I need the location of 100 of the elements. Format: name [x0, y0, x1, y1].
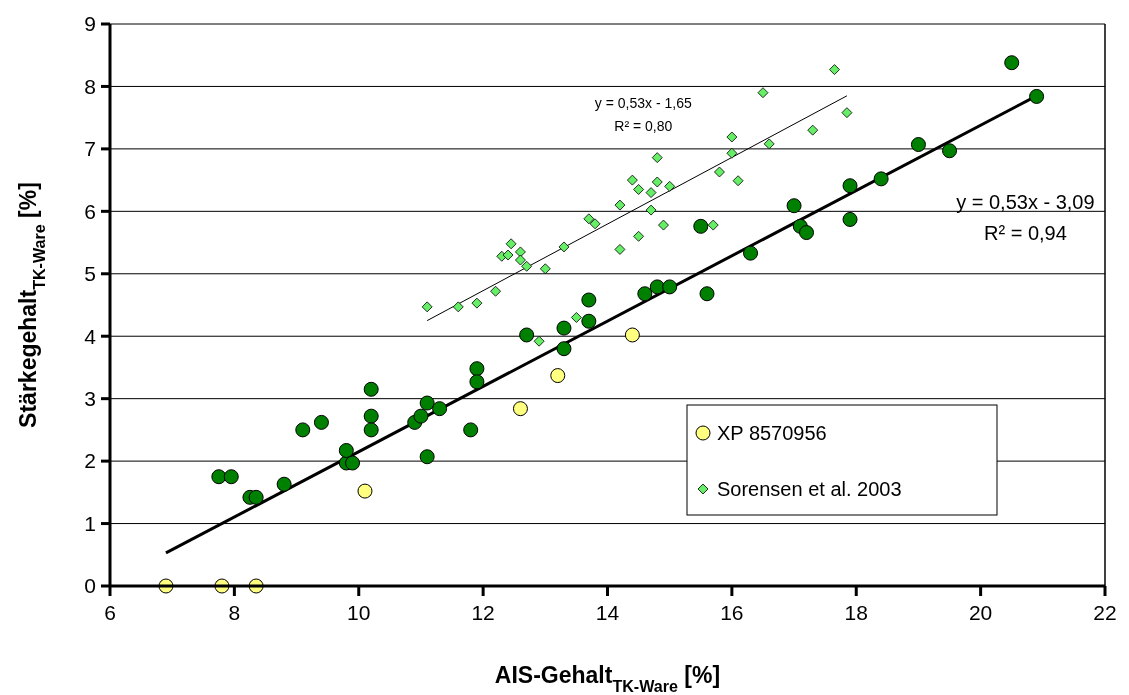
x-tick-label: 18 [844, 601, 868, 624]
y-tick-label: 2 [84, 449, 96, 473]
point [452, 301, 464, 313]
point [413, 408, 429, 424]
point [707, 219, 719, 231]
point [942, 143, 958, 159]
point [276, 476, 292, 492]
x-tick-label: 22 [1093, 601, 1117, 624]
point [1029, 88, 1045, 104]
point [515, 246, 526, 258]
point [469, 361, 485, 377]
point [519, 327, 535, 343]
point [633, 230, 644, 242]
annotation: y = 0,53x - 1,65 [594, 95, 692, 112]
x-tick-label: 12 [471, 601, 495, 624]
point [463, 422, 479, 438]
point [295, 422, 311, 438]
point [651, 152, 663, 164]
y-tick-label: 0 [84, 574, 96, 598]
y-tick-label: 1 [84, 511, 96, 535]
point [645, 187, 657, 198]
point [223, 469, 239, 485]
x-tick-label: 16 [720, 601, 744, 624]
point [614, 244, 626, 255]
point [583, 213, 595, 225]
point [556, 341, 572, 357]
point [313, 414, 329, 430]
point [248, 489, 264, 505]
point [662, 279, 678, 295]
point [421, 301, 433, 313]
x-tick-label: 14 [595, 601, 620, 624]
point [726, 131, 738, 143]
point [432, 401, 448, 417]
point [614, 199, 626, 211]
annotation: R² = 0,94 [983, 222, 1067, 245]
point [363, 381, 379, 397]
point [363, 408, 379, 424]
y-tick-label: 6 [84, 199, 96, 223]
legend-label: XP 8570956 [717, 422, 827, 444]
point [571, 312, 582, 323]
point [515, 254, 526, 266]
x-tick-label: 8 [228, 601, 241, 624]
annotation: R² = 0,80 [614, 117, 673, 134]
point [651, 176, 663, 188]
legend-label: Sorensen et al. 2003 [717, 478, 902, 500]
y-tick-label: 3 [84, 387, 96, 411]
point [732, 175, 744, 187]
y-tick-label: 9 [84, 12, 96, 36]
point [842, 211, 858, 227]
point [829, 64, 840, 75]
point [664, 180, 676, 192]
y-tick-label: 4 [84, 324, 97, 348]
point [763, 138, 775, 150]
point [645, 204, 657, 216]
point [842, 178, 858, 194]
point [699, 286, 715, 302]
point [581, 292, 597, 308]
point [841, 107, 853, 119]
point [512, 401, 528, 417]
point [471, 297, 483, 309]
point [757, 87, 769, 99]
point [490, 285, 501, 297]
y-tick-label: 5 [84, 262, 96, 286]
point [637, 286, 653, 302]
x-tick-label: 6 [104, 601, 116, 624]
point [626, 174, 638, 186]
point [589, 218, 601, 230]
point [799, 225, 814, 241]
point [873, 171, 889, 187]
y-tick-label: 8 [84, 74, 96, 98]
point [633, 184, 644, 195]
point [714, 166, 725, 178]
point [910, 137, 926, 153]
point [807, 124, 819, 136]
point [550, 368, 566, 384]
point [556, 320, 572, 336]
point [539, 263, 551, 275]
point [726, 147, 738, 159]
point [558, 241, 570, 253]
point [419, 449, 435, 465]
point [786, 198, 802, 214]
point [624, 327, 640, 343]
point [211, 469, 227, 485]
point [658, 219, 669, 231]
point [419, 395, 435, 411]
point [693, 218, 709, 234]
point [649, 279, 665, 295]
point [363, 422, 379, 438]
x-tick-label: 20 [968, 601, 993, 624]
point [357, 483, 373, 499]
y-tick-label: 7 [84, 137, 96, 161]
point [581, 313, 597, 329]
point [502, 249, 514, 261]
point [345, 455, 361, 471]
point [533, 335, 545, 347]
point [469, 374, 485, 390]
annotation: y = 0,53x - 3,09 [956, 191, 1095, 214]
point [1004, 55, 1020, 71]
x-axis-title: AIS-Gehalt$_{TK-Ware}$ [%] [494, 662, 721, 695]
point [521, 260, 533, 272]
